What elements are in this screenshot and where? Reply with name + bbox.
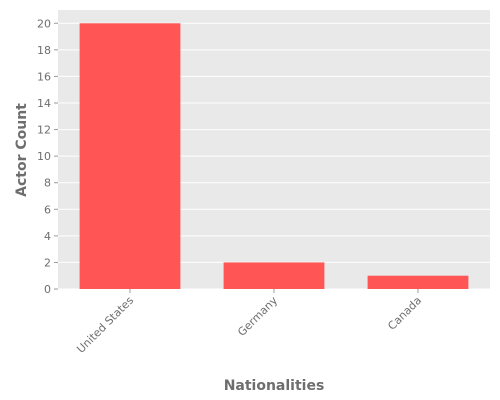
y-tick-label: 2	[44, 256, 51, 269]
bar	[79, 23, 181, 290]
x-axis-title: Nationalities	[224, 378, 325, 394]
y-axis-ticks: 0 2 4 6 8 10 12 14 16 18 20	[37, 17, 58, 296]
y-tick-label: 16	[37, 70, 51, 83]
y-tick-label: 8	[44, 177, 51, 190]
x-tick-label: Germany	[235, 294, 280, 339]
y-tick-label: 10	[37, 150, 51, 163]
bar	[223, 262, 325, 289]
x-tick-label: Canada	[385, 294, 424, 333]
y-tick-label: 20	[37, 17, 51, 30]
y-tick-label: 12	[37, 124, 51, 137]
y-tick-label: 18	[37, 44, 51, 57]
bar	[367, 275, 469, 289]
y-tick-label: 0	[44, 283, 51, 296]
y-tick-label: 4	[44, 230, 51, 243]
x-tick-label: United States	[74, 294, 136, 356]
x-axis-ticks: United States Germany Canada	[74, 289, 424, 356]
y-tick-label: 14	[37, 97, 51, 110]
bars	[79, 23, 469, 290]
y-axis-title: Actor Count	[14, 103, 30, 197]
y-tick-label: 6	[44, 203, 51, 216]
